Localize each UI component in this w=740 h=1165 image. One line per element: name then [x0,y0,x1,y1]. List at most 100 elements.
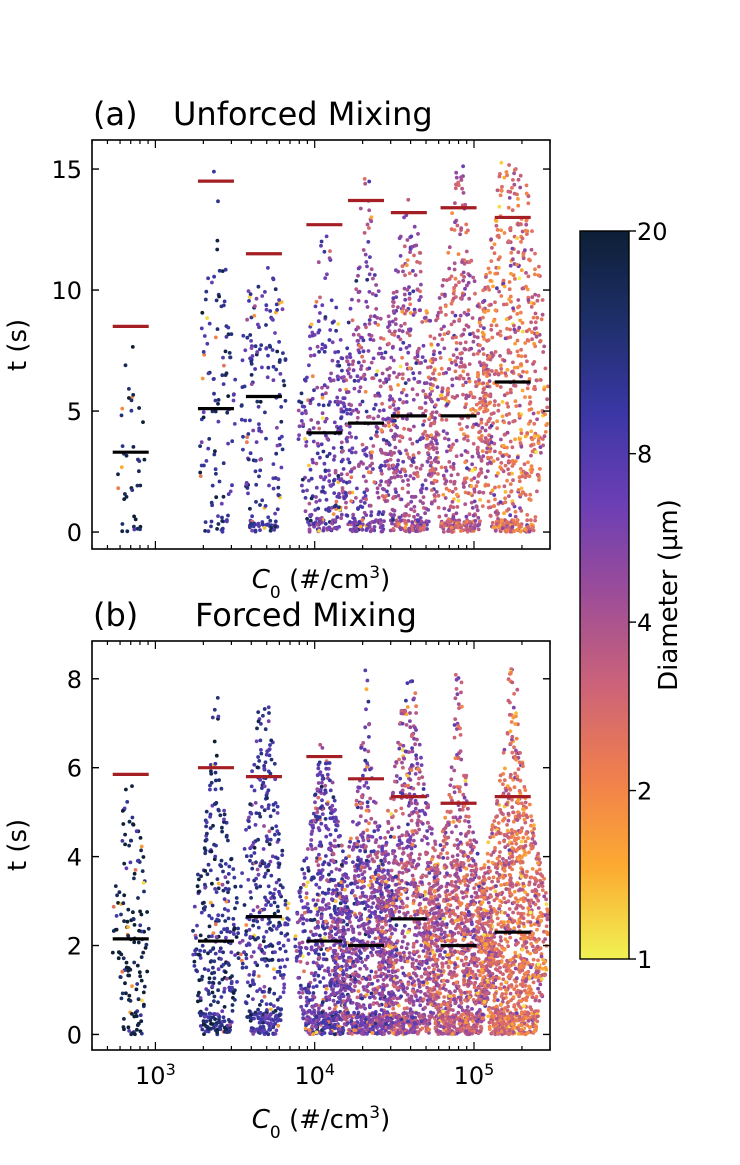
data-point [448,357,453,362]
data-point [267,944,271,948]
data-point [326,403,331,407]
data-point [483,436,488,440]
data-point [446,529,450,533]
data-point [346,927,351,932]
data-point [349,475,354,480]
data-point [507,163,511,167]
data-point [239,417,244,422]
data-point [231,922,236,927]
data-point [266,803,271,807]
data-point [207,913,212,918]
data-point [345,390,349,395]
data-point [378,525,383,530]
data-point [216,514,220,518]
data-point [483,428,488,433]
data-point [138,527,142,532]
data-point [301,917,306,921]
data-point [383,350,388,355]
data-point [336,359,340,364]
data-point [452,319,456,324]
data-point [511,178,515,182]
data-point [403,273,407,278]
data-point [299,1004,304,1009]
data-point [419,436,424,440]
data-point [441,524,446,529]
data-point [452,261,457,266]
data-point [529,305,534,309]
data-point [260,365,264,370]
data-point [391,299,395,304]
data-point [305,902,310,906]
data-point [379,351,384,356]
data-point [210,990,215,995]
data-point [299,391,304,396]
data-point [328,328,333,332]
data-point [508,263,513,268]
data-point [314,1003,319,1007]
data-point [535,298,540,303]
data-point [320,798,324,803]
data-point [252,762,257,767]
data-point [303,1026,308,1031]
data-point [373,320,378,325]
data-point [424,486,429,491]
data-point [429,501,434,506]
data-point [423,408,428,413]
data-point [316,766,321,771]
data-point [370,376,374,380]
data-point [363,181,368,186]
data-point [466,308,471,313]
data-point [115,893,119,898]
data-point [263,504,268,508]
data-point [368,529,373,534]
data-point [496,257,501,262]
data-point [130,1012,134,1016]
data-point [495,332,500,336]
data-point [356,507,360,511]
data-point [298,959,303,964]
data-point [313,971,318,975]
data-point [328,816,333,821]
data-point [274,926,279,931]
data-point [260,786,264,790]
data-point [515,236,519,241]
data-point [244,965,249,970]
data-point [208,949,213,954]
data-point [339,512,344,517]
data-point [465,466,469,470]
data-point [499,370,504,375]
data-point [316,920,320,925]
data-point [427,456,431,461]
data-point [426,508,431,512]
data-point [253,1010,258,1015]
data-point [459,453,464,457]
data-point [408,250,412,255]
data-point [329,897,334,902]
data-point [465,372,470,377]
data-point [256,925,261,930]
data-point [303,509,308,514]
data-point [505,367,510,372]
data-point [226,394,231,398]
data-point [440,337,445,342]
data-point [279,465,284,470]
data-point [202,967,207,971]
data-point [542,387,547,392]
data-point [142,984,147,989]
data-point [371,338,376,343]
data-point [297,424,302,429]
data-point [219,501,224,506]
data-point [495,286,499,291]
data-point [506,507,511,512]
data-point [369,436,373,441]
data-point [404,448,408,453]
data-point [250,514,255,519]
data-point [421,423,425,427]
data-point [309,418,314,422]
data-point [300,404,305,409]
data-point [337,868,342,872]
data-point [414,529,418,533]
data-point [353,964,357,968]
data-point [380,862,385,866]
data-point [255,765,260,770]
